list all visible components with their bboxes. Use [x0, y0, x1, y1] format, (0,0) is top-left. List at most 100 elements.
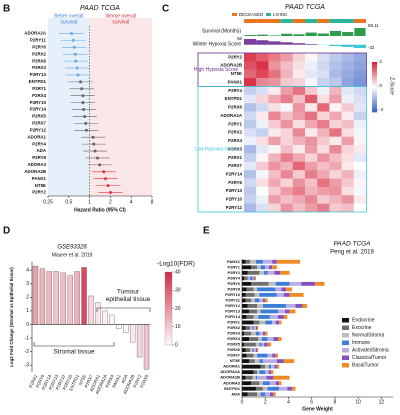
heat-cell: [353, 170, 367, 179]
heat-cell: [244, 145, 257, 154]
x-tick-label: 2: [264, 399, 267, 405]
heat-cell: [268, 186, 281, 196]
heat-cell: [329, 119, 342, 129]
heat-cell: [305, 69, 318, 79]
heat-cell: [317, 203, 330, 213]
row-label: ADA: [36, 148, 46, 153]
bar-segment: [265, 298, 268, 303]
heat-cell: [353, 161, 367, 171]
heat-cell: [329, 178, 342, 188]
bar: [67, 275, 73, 325]
bar: [81, 267, 87, 325]
heat-cell: [292, 153, 306, 162]
heat-cell: [256, 195, 269, 204]
row-label: ADORA2A: [220, 369, 240, 374]
bar-segment: [257, 375, 267, 380]
hazard-point: [108, 191, 112, 195]
heat-cell: [341, 136, 354, 146]
colorbar-step: [165, 338, 172, 343]
x-tick-label: P2RY10: [62, 373, 74, 390]
heat-cell: [256, 53, 269, 62]
bar-segment: [262, 331, 266, 336]
heat-cell: [244, 195, 257, 204]
colorbar-step: [372, 84, 377, 88]
hypoxia-bar: [244, 39, 257, 45]
heat-cell: [256, 153, 269, 162]
bar-segment: [273, 392, 276, 397]
colorbar-step: [372, 105, 377, 109]
heat-cell: [341, 53, 354, 62]
legend-swatch: [342, 363, 349, 368]
hazard-point: [81, 101, 85, 105]
bar-segment: [255, 342, 260, 347]
bar-segment: [278, 315, 284, 319]
heat-cell: [280, 53, 293, 62]
row-label: P2RY13: [226, 188, 243, 193]
heat-cell: [353, 69, 367, 79]
heat-cell: [280, 119, 293, 129]
heat-cell: [329, 103, 342, 112]
heat-cell: [280, 61, 293, 70]
colorbar-step: [372, 72, 377, 75]
heat-cell: [305, 78, 318, 87]
bar-segment: [265, 320, 273, 325]
hypoxia-bar: [329, 44, 342, 46]
colorbar-step: [372, 78, 377, 82]
heat-cell: [268, 161, 281, 171]
hypoxia-bar: [280, 42, 293, 45]
legend-label: ClassicalTumor: [352, 355, 387, 361]
status-cell: [329, 19, 342, 23]
x-tick-label: P2RX5: [139, 373, 150, 388]
bar-segment: [269, 392, 274, 397]
bar-segment: [280, 270, 290, 275]
row-label: P2RY2: [228, 54, 242, 59]
hazard-point: [72, 45, 76, 49]
bar-segment: [281, 287, 287, 292]
colorbar-step: [165, 332, 172, 336]
bar-segment: [246, 353, 254, 358]
bar-segment: [251, 331, 256, 336]
heat-cell: [280, 178, 293, 188]
row-label: P2RY4: [228, 88, 242, 93]
heat-cell: [341, 186, 354, 196]
bar-segment: [246, 287, 254, 292]
row-label: P2RY14: [225, 314, 241, 319]
panel-label: E: [203, 226, 210, 237]
x-tick-label: 8: [334, 399, 337, 405]
bar-segment: [301, 281, 316, 286]
row-label: P2RY14: [30, 107, 47, 112]
hazard-point: [82, 108, 86, 112]
hazard-point: [80, 87, 84, 91]
legend-label: BasalTumor: [352, 363, 379, 369]
heat-cell: [353, 145, 367, 154]
row-label: P2RX6: [227, 347, 240, 352]
bar-segment: [279, 386, 288, 391]
status-cell: [280, 19, 293, 23]
row-label: P2RX3: [227, 331, 240, 336]
heat-cell: [256, 145, 269, 154]
heat-cell: [292, 94, 306, 104]
survival-bar: [354, 28, 366, 36]
bar-segment: [272, 265, 277, 270]
bar-segment: [262, 381, 270, 386]
row-label: ADORA1: [223, 364, 241, 369]
hazard-point: [106, 184, 110, 188]
heat-cell: [280, 128, 293, 137]
hazard-point: [76, 73, 80, 77]
legend-label: Immune: [352, 340, 370, 346]
colorbar-step: [372, 74, 377, 77]
colorbar-tick-label: 20: [175, 306, 181, 312]
heat-cell: [305, 186, 318, 196]
bar-segment: [252, 326, 254, 330]
bar-segment: [259, 292, 277, 297]
bar-segment: [269, 315, 279, 319]
bar-segment: [242, 270, 248, 275]
hypoxia-bar: [268, 41, 281, 45]
row-label: P2RX7: [227, 353, 240, 358]
bar-segment: [267, 353, 273, 358]
survival-bar: [281, 33, 293, 36]
bar-segment: [254, 298, 260, 303]
row-label: P2RX6: [228, 105, 242, 110]
colorbar-step: [372, 76, 377, 79]
bar-segment: [279, 381, 282, 386]
